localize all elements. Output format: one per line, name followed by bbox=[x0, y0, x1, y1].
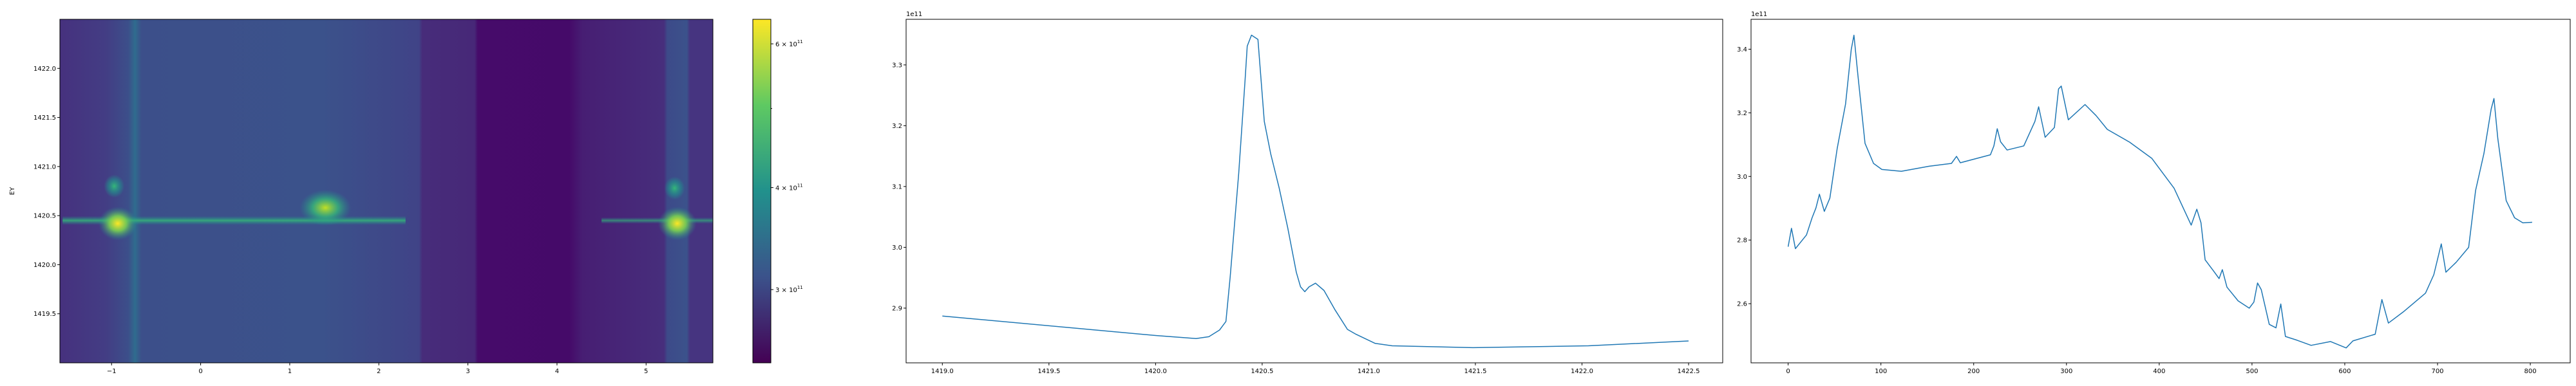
index-profile-x-tick-label: 100 bbox=[1875, 368, 1887, 375]
index-profile-x-tick-label: 800 bbox=[2524, 368, 2537, 375]
colorbar-tick-exponent: 11 bbox=[797, 39, 803, 44]
heatmap-y-tick-label: 1419.5 bbox=[33, 311, 56, 318]
heatmap-hotspot bbox=[98, 207, 137, 241]
heatmap-x-tick-label: 1 bbox=[288, 368, 292, 375]
energy-profile-y-tick-label: 2.9 bbox=[892, 305, 902, 312]
heatmap-features bbox=[62, 174, 713, 241]
heatmap-axes: −1 0 1 2 3 4 5 1419.5 1420.0 1420.5 1421.0 1421.5 14… bbox=[9, 19, 714, 375]
index-profile-offset-label: 1e11 bbox=[1751, 11, 1767, 18]
energy-profile-x-tick-label: 1422.0 bbox=[1571, 368, 1593, 375]
heatmap-x-tick-label: 3 bbox=[466, 368, 469, 375]
energy-profile-offset-label: 1e11 bbox=[906, 11, 922, 18]
colorbar-tick-exponent: 11 bbox=[797, 183, 803, 188]
heatmap-x-tick-label: 0 bbox=[198, 368, 202, 375]
colorbar-tick-label: 6 × 1011 bbox=[775, 39, 803, 48]
energy-profile-x-tick-label: 1420.0 bbox=[1144, 368, 1167, 375]
heatmap-hotspot bbox=[299, 189, 352, 226]
energy-profile-y-tick-label: 3.0 bbox=[892, 244, 902, 252]
energy-profile-y-tick-label: 3.2 bbox=[892, 123, 902, 130]
heatmap-x-tick-label: 5 bbox=[644, 368, 648, 375]
index-profile-x-tick-label: 300 bbox=[2060, 368, 2072, 375]
colorbar-tick-label: 3 × 1011 bbox=[775, 285, 803, 294]
heatmap-x-tick-label: 4 bbox=[555, 368, 559, 375]
index-profile-x-tick-label: 200 bbox=[1967, 368, 1980, 375]
colorbar-tick-exponent: 11 bbox=[797, 285, 803, 290]
energy-profile-frame bbox=[905, 19, 1723, 363]
index-profile-y-tick-label: 2.8 bbox=[1737, 237, 1747, 244]
colorbar-tick-label: 4 × 1011 bbox=[775, 183, 803, 192]
colorbar-tick-mantissa: 4 × 10 bbox=[775, 185, 797, 192]
energy-profile-x-tick-label: 1422.5 bbox=[1678, 368, 1700, 375]
colorbar-gradient bbox=[752, 19, 772, 363]
index-profile-x-tick-label: 0 bbox=[1786, 368, 1790, 375]
index-profile-axes: 0 100 200 300 400 500 600 700 800 2.6 2.8 3.0 3.2 3.4… bbox=[1737, 11, 2571, 375]
heatmap-frame bbox=[59, 19, 714, 363]
energy-profile-x-tick-label: 1420.5 bbox=[1251, 368, 1273, 375]
heatmap-y-tick-label: 1422.0 bbox=[33, 66, 56, 73]
index-profile-y-tick-label: 2.6 bbox=[1737, 301, 1747, 308]
heatmap-y-tick-label: 1421.0 bbox=[33, 163, 56, 170]
heatmap-image bbox=[60, 19, 713, 363]
heatmap-hotspot bbox=[658, 207, 697, 241]
energy-profile-x-tick-label: 1421.5 bbox=[1464, 368, 1486, 375]
heatmap-y-tick-label: 1421.5 bbox=[33, 115, 56, 122]
index-profile-x-tick-label: 700 bbox=[2431, 368, 2443, 375]
energy-profile-y-tick-label: 3.1 bbox=[892, 183, 902, 190]
energy-profile-y-tick-label: 3.3 bbox=[892, 62, 902, 69]
heatmap-horizontal-band bbox=[601, 217, 713, 224]
index-profile-series-line bbox=[1787, 34, 2532, 349]
index-profile-y-tick-label: 3.0 bbox=[1737, 174, 1747, 181]
index-profile-y-tick-label: 3.2 bbox=[1737, 110, 1747, 117]
heatmap-y-tick-label: 1420.0 bbox=[33, 262, 56, 269]
heatmap-hotspot bbox=[104, 174, 125, 198]
index-profile-x-tick-label: 400 bbox=[2153, 368, 2165, 375]
colorbar-tick-mantissa: 3 × 10 bbox=[775, 287, 797, 294]
colorbar-tick-mantissa: 6 × 10 bbox=[775, 41, 797, 48]
index-profile-frame bbox=[1750, 19, 2571, 363]
heatmap-hotspot bbox=[664, 176, 685, 200]
heatmap-y-label: EY bbox=[9, 187, 16, 195]
index-profile-x-tick-label: 600 bbox=[2338, 368, 2351, 375]
energy-profile-x-tick-label: 1421.0 bbox=[1358, 368, 1380, 375]
index-profile-y-tick-label: 3.4 bbox=[1737, 46, 1747, 53]
energy-profile-axes: 1419.0 1419.5 1420.0 1420.5 1421.0 1421.5 1422… bbox=[892, 11, 1723, 375]
energy-profile-series-line bbox=[942, 34, 1689, 349]
index-profile-x-tick-label: 500 bbox=[2246, 368, 2258, 375]
heatmap-x-tick-label: −1 bbox=[107, 368, 117, 375]
energy-profile-x-tick-label: 1419.0 bbox=[931, 368, 954, 375]
heatmap-y-tick-label: 1420.5 bbox=[33, 213, 56, 220]
heatmap-x-tick-label: 2 bbox=[377, 368, 381, 375]
energy-profile-x-tick-label: 1419.5 bbox=[1037, 368, 1060, 375]
